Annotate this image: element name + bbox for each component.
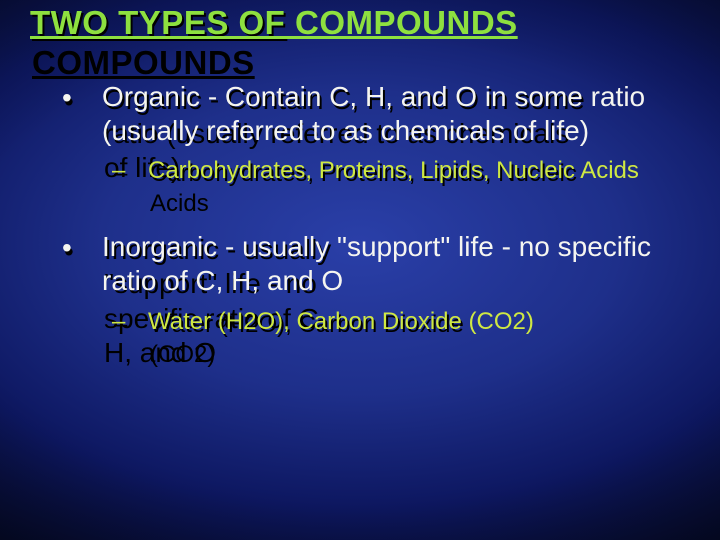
slide-body: •• Organic - Contain C, H, and O in some… [30,80,690,337]
bullet-item: •• Organic - Contain C, H, and O in some… [62,80,690,148]
slide: TWO TYPES OF COMPOUNDS TWO TYPES OF COMP… [0,0,720,540]
sub-bullet-marker: –– [112,307,148,337]
sub-bullet-marker: –– [112,156,148,186]
bullet-item: •• Inorganic - usually "support" life - … [62,230,690,298]
title-text: TWO TYPES OF COMPOUNDS [30,4,518,41]
bullet-marker: •• [62,230,102,265]
sub-bullet-item: –– Carbohydrates, Proteins, Lipids, Nucl… [112,156,690,186]
bullet-marker: •• [62,80,102,115]
bullet-text: Organic - Contain C, H, and O in some ra… [102,80,690,148]
slide-title: TWO TYPES OF COMPOUNDS TWO TYPES OF COMP… [30,4,518,42]
sub-bullet-item: –– Water (H2O), Carbon Dioxide (CO2)Wate… [112,307,690,337]
bullet-text: Inorganic - usually "support" life - no … [102,230,690,298]
sub-bullet-text: Water (H2O), Carbon Dioxide (CO2)Water (… [148,307,690,337]
sub-bullet-text: Carbohydrates, Proteins, Lipids, Nucleic… [148,156,690,186]
